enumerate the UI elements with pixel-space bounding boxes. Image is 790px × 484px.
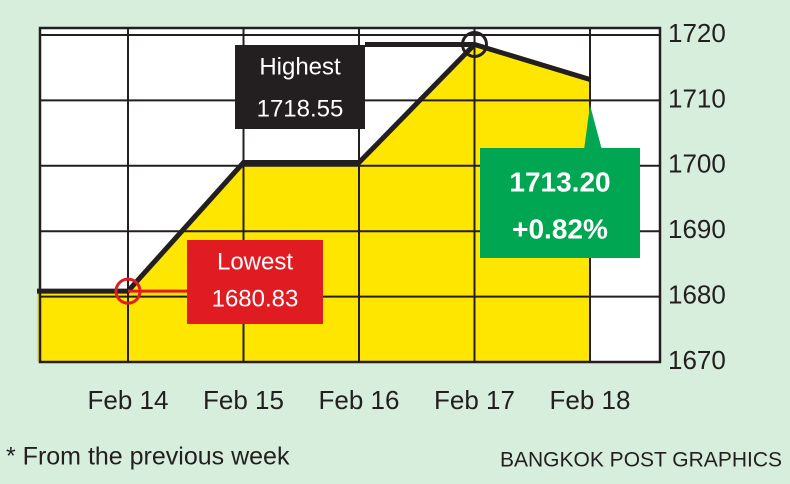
annotation-text: 1713.20: [509, 166, 610, 197]
annotation-text: 1718.55: [257, 95, 344, 122]
y-tick-label: 1690: [668, 214, 726, 244]
x-tick-label: Feb 16: [319, 385, 400, 415]
annotation-box: [187, 240, 323, 324]
x-tick-label: Feb 18: [550, 385, 631, 415]
x-tick-label: Feb 15: [203, 385, 284, 415]
line: [37, 41, 591, 294]
footnote: * From the previous week: [6, 443, 290, 471]
y-tick-label: 1720: [668, 18, 726, 48]
annotation-box: [480, 148, 640, 258]
annotation-box: [235, 45, 365, 129]
y-tick-label: 1700: [668, 149, 726, 179]
highlight-circle: [461, 30, 488, 58]
annotation-text: +0.82%: [512, 213, 608, 244]
area: [37, 44, 590, 362]
y-tick-label: 1680: [668, 279, 726, 309]
highlight-circle: [114, 277, 142, 305]
y-tick-label: 1710: [668, 83, 726, 113]
source: BANGKOK POST GRAPHICS: [500, 449, 782, 472]
annotation-text: Highest: [259, 53, 341, 80]
annotation-text: Lowest: [217, 248, 293, 275]
y-tick-label: 1670: [668, 345, 726, 375]
annotation-pointer: [584, 105, 602, 150]
annotation-text: 1680.83: [212, 285, 299, 312]
plot-border: [38, 26, 662, 364]
x-tick-label: Feb 14: [88, 385, 169, 415]
x-tick-label: Feb 17: [434, 385, 515, 415]
